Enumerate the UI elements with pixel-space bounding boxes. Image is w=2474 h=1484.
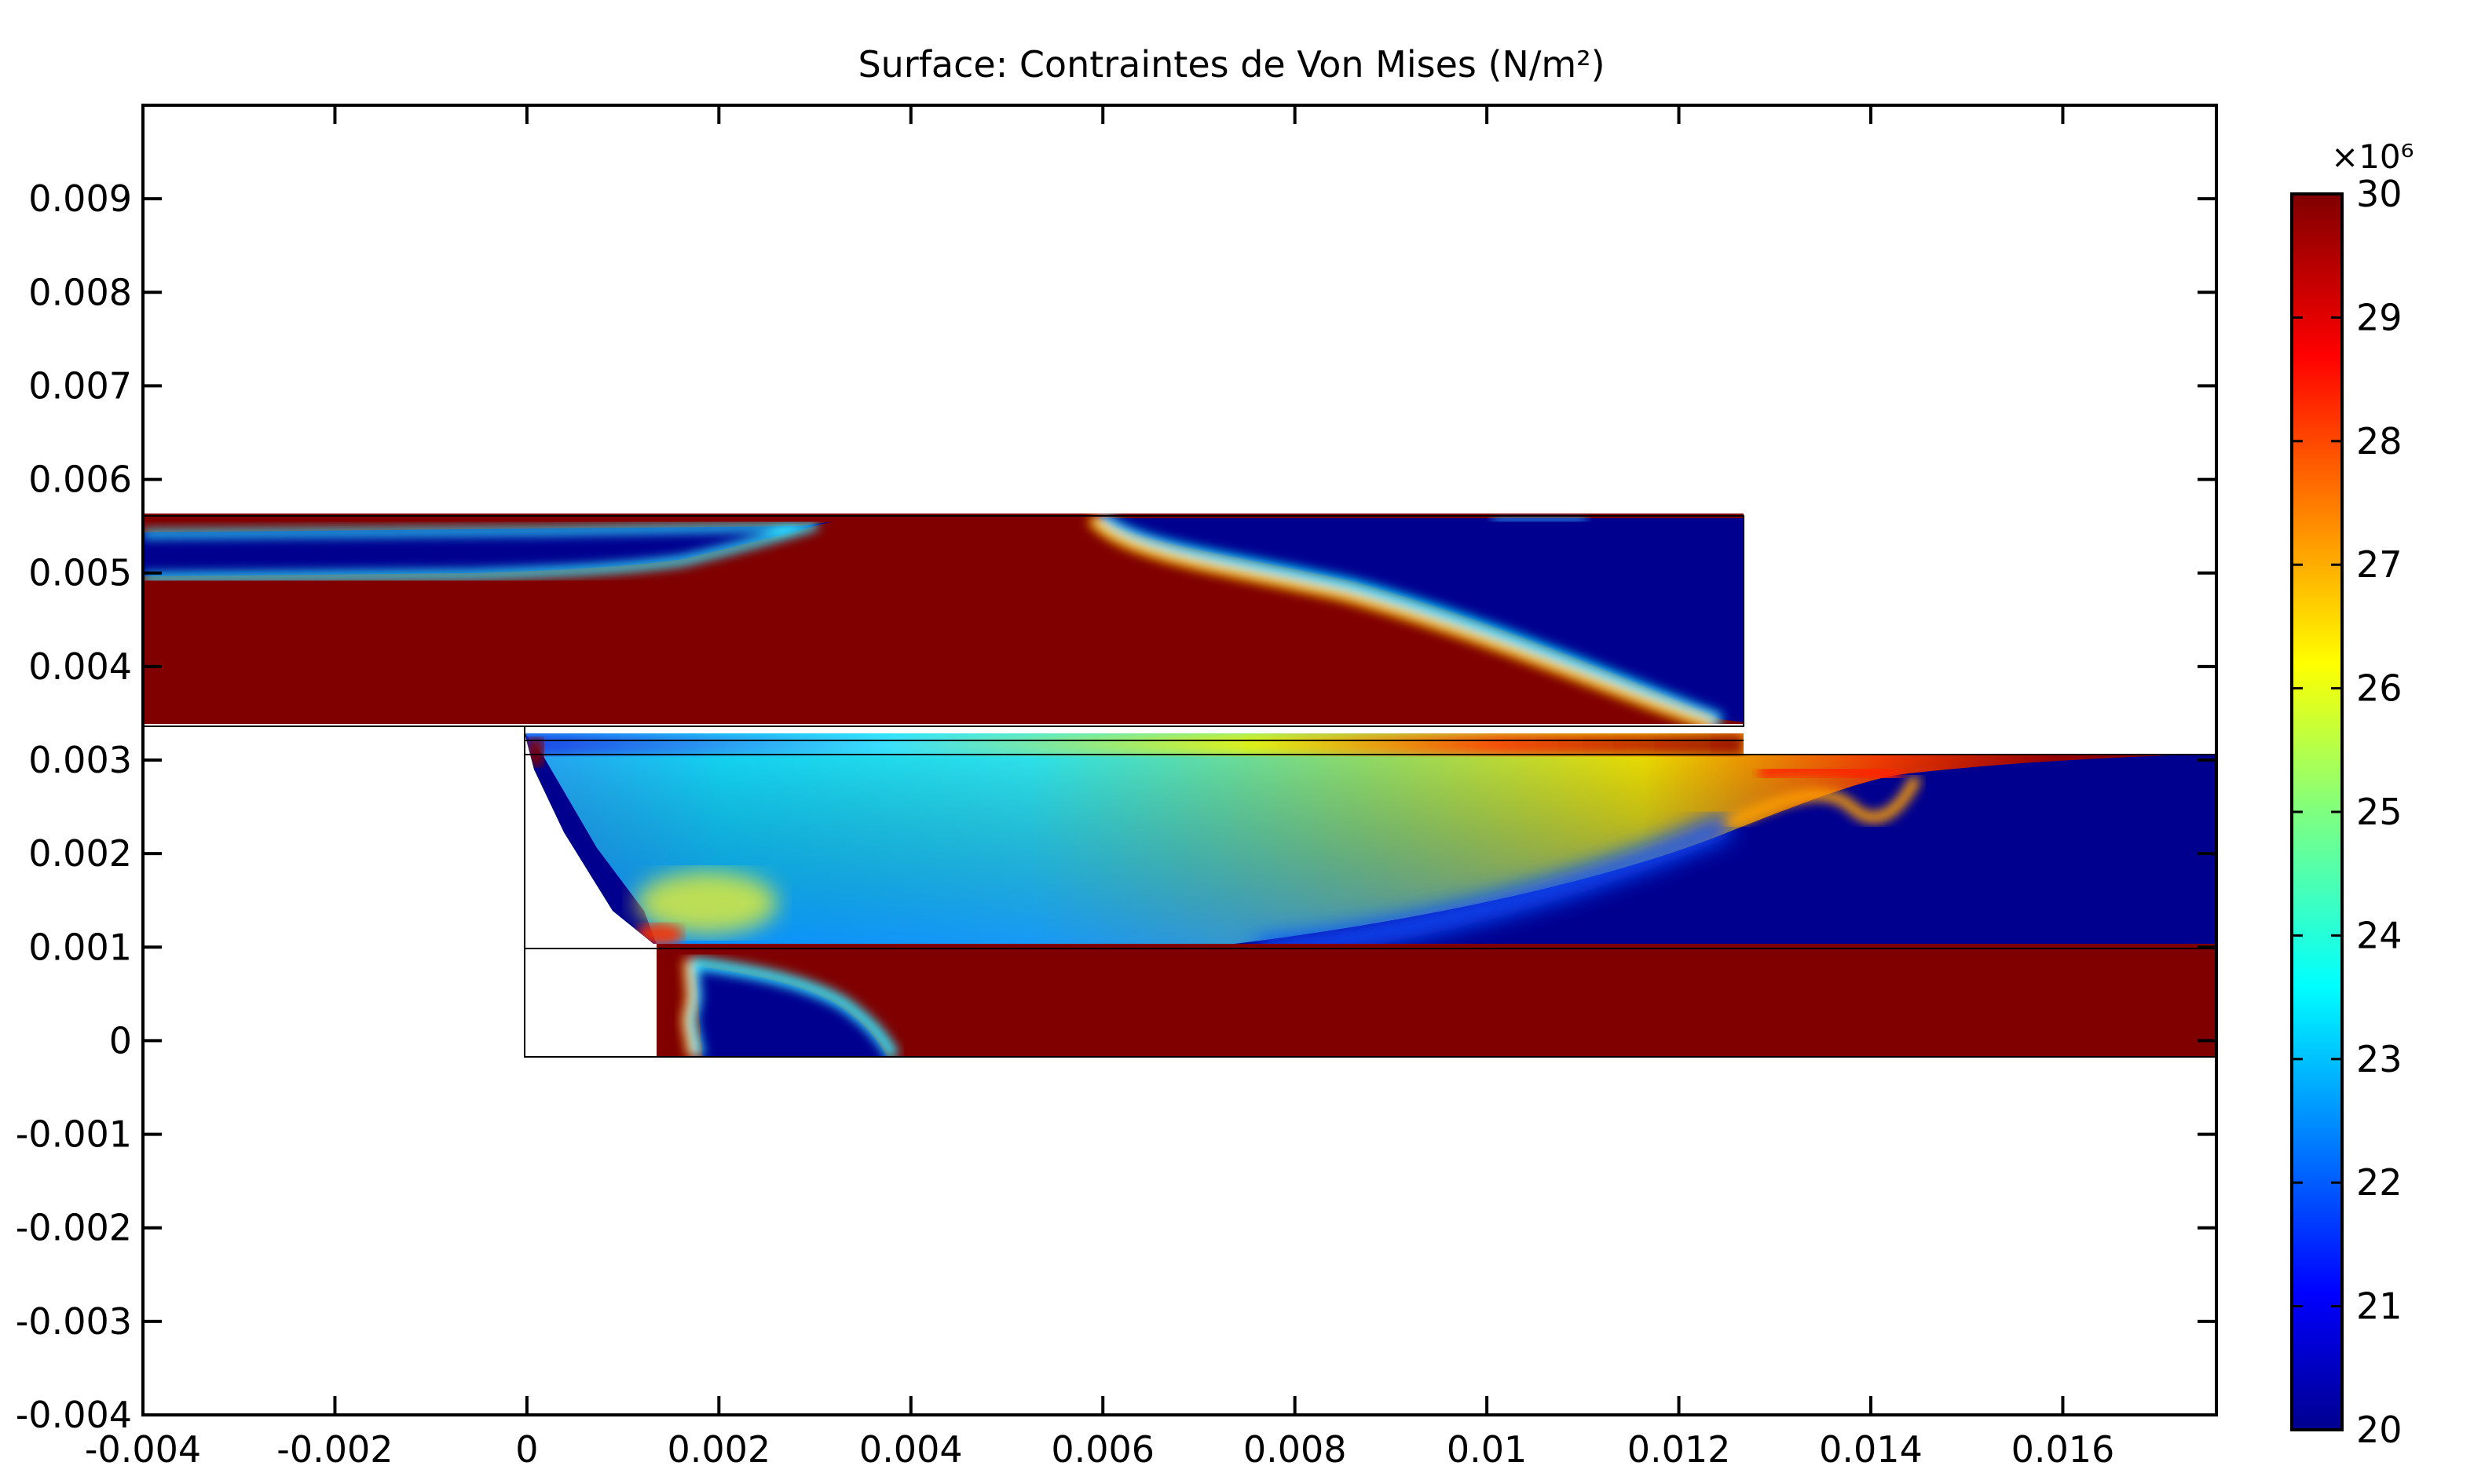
chart-title: Surface: Contraintes de Von Mises (N/m²) <box>858 43 1605 86</box>
colorbar-tick-label: 25 <box>2356 791 2403 833</box>
upper-blue-region <box>1100 518 1744 722</box>
x-tick-label: 0.002 <box>667 1428 770 1471</box>
x-tick-label: 0.008 <box>1243 1428 1347 1471</box>
x-tick-label: -0.002 <box>276 1428 393 1471</box>
y-tick-label: 0.008 <box>28 271 132 313</box>
x-tick-label: 0.004 <box>859 1428 963 1471</box>
geometry-outline <box>143 515 2216 1058</box>
colorbar-multiplier: ×10⁶ <box>2331 137 2414 176</box>
y-tick-label: 0.005 <box>28 552 132 594</box>
colorbar-tick-label: 21 <box>2356 1285 2403 1328</box>
colorbar-tick-label: 30 <box>2356 173 2403 215</box>
y-tick-label: -0.001 <box>16 1113 132 1156</box>
x-tick-label: 0.014 <box>1819 1428 1923 1471</box>
x-tick-label: 0.01 <box>1447 1428 1527 1471</box>
x-tick-label: 0.006 <box>1051 1428 1155 1471</box>
colorbar-tick-label: 20 <box>2356 1409 2403 1451</box>
y-tick-label: 0.007 <box>28 364 132 407</box>
y-tick-label: 0.009 <box>28 177 132 220</box>
y-tick-label: 0.004 <box>28 645 132 688</box>
y-tick-label: 0.002 <box>28 832 132 875</box>
lower-plate-field <box>657 944 2216 1057</box>
x-tick-label: 0.016 <box>2011 1428 2115 1471</box>
colorbar-tick-label: 28 <box>2356 420 2403 462</box>
colorbar: ×10⁶ 20 21 22 23 24 25 26 27 28 29 30 <box>2290 137 2414 1451</box>
lower-blue-region <box>694 966 887 1057</box>
x-tick-label: 0 <box>515 1428 538 1471</box>
colorbar-ticks: 20 21 22 23 24 25 26 27 28 29 30 <box>2292 173 2403 1451</box>
colorbar-tick-label: 29 <box>2356 296 2403 338</box>
y-tick-label: -0.004 <box>16 1394 132 1436</box>
colorbar-tick-label: 23 <box>2356 1038 2403 1080</box>
colorbar-tick-label: 26 <box>2356 667 2403 710</box>
x-tick-label: 0.012 <box>1627 1428 1731 1471</box>
y-tick-label: 0.001 <box>28 926 132 968</box>
stress-field <box>143 514 2216 1058</box>
y-tick-label: -0.003 <box>16 1300 132 1343</box>
colorbar-tick-label: 22 <box>2356 1161 2403 1204</box>
colorbar-tick-label: 27 <box>2356 543 2403 586</box>
middle-blue-region <box>1178 754 2216 944</box>
y-tick-label: 0 <box>109 1019 132 1062</box>
y-tick-label: -0.002 <box>16 1207 132 1249</box>
y-tick-label: 0.003 <box>28 739 132 781</box>
colorbar-tick-label: 24 <box>2356 914 2403 956</box>
x-tick-label: -0.004 <box>85 1428 201 1471</box>
y-tick-label: 0.006 <box>28 459 132 501</box>
axes: -0.004 -0.002 0 0.002 0.004 0.006 0.008 0.01 0.0… <box>16 104 2218 1471</box>
upper-plate-field <box>143 514 1744 724</box>
middle-left-blue-wedge <box>525 733 657 944</box>
middle-layer-field <box>525 733 2216 944</box>
